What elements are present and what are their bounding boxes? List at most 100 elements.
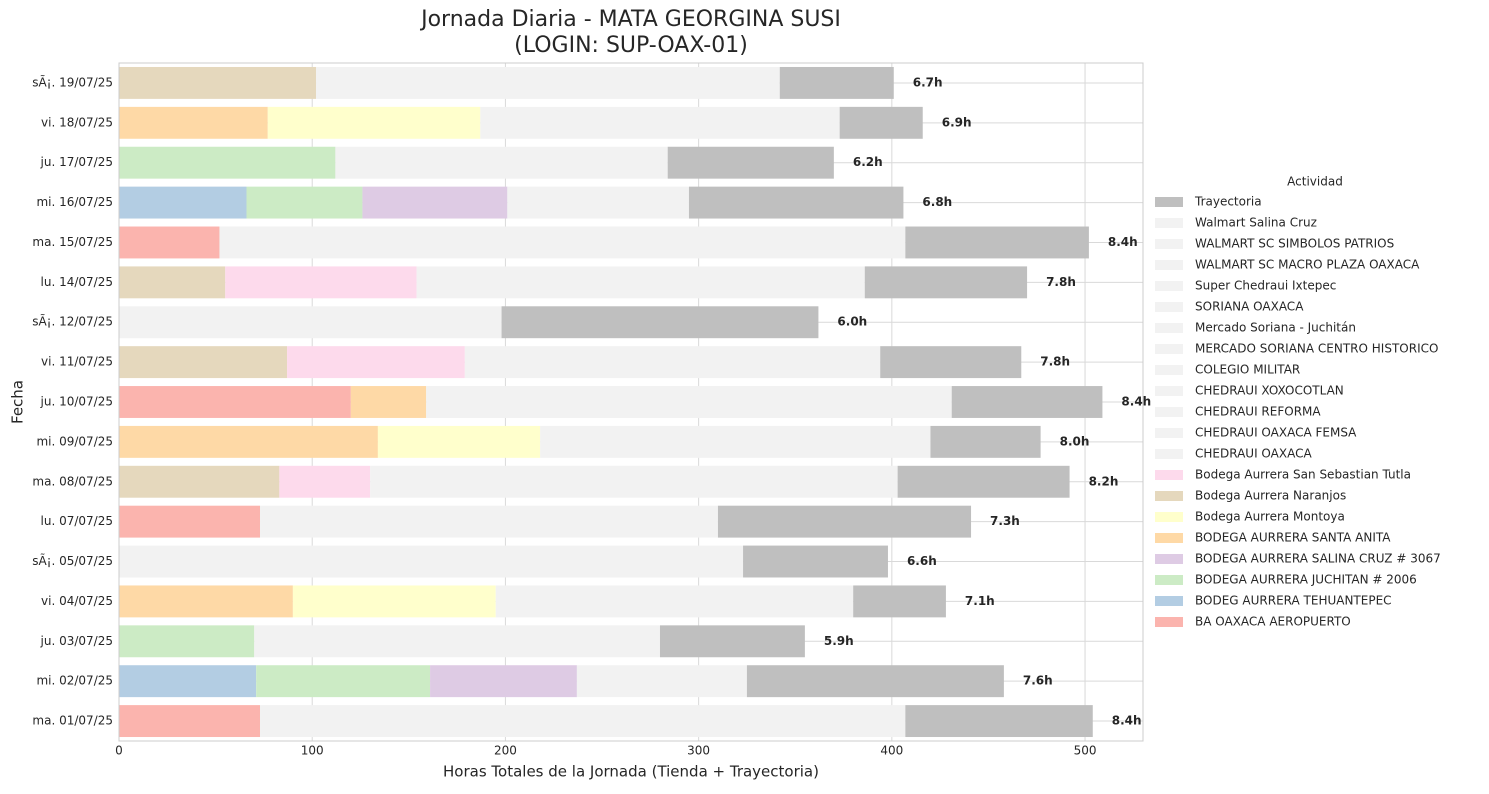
y-tick-label: sÃ¡. 19/07/25	[32, 74, 113, 89]
bar-segment	[905, 705, 1093, 738]
y-tick-label: lu. 14/07/25	[41, 275, 113, 289]
total-label: 5.9h	[824, 634, 854, 648]
y-tick-label: ma. 08/07/25	[32, 474, 113, 488]
legend-swatch	[1155, 512, 1183, 522]
bar-segment	[370, 465, 898, 498]
total-label: 6.9h	[942, 115, 972, 129]
bar-segment	[688, 186, 904, 219]
bar-segment	[119, 585, 293, 618]
bar-segment	[260, 705, 906, 738]
bar-segment	[426, 386, 952, 418]
bar-segment	[119, 625, 255, 658]
bar-segment	[362, 186, 508, 219]
bar-segment	[430, 665, 577, 698]
legend-label: Bodega Aurrera Naranjos	[1195, 489, 1346, 503]
x-tick-label: 300	[687, 744, 710, 758]
bar-segment	[119, 545, 744, 578]
y-tick-label: mi. 09/07/25	[36, 434, 113, 448]
chart-title: (LOGIN: SUP-OAX-01)	[514, 33, 748, 58]
bar-segment	[119, 346, 288, 379]
total-label: 7.8h	[1040, 355, 1070, 369]
legend-label: Mercado Soriana - Juchitán	[1195, 321, 1356, 335]
total-label: 6.7h	[913, 75, 943, 89]
bar-segment	[480, 106, 840, 139]
bar-segment	[905, 226, 1089, 259]
bar-segment	[119, 465, 280, 498]
bar-segment	[880, 346, 1022, 379]
total-label: 8.4h	[1108, 235, 1138, 249]
legend-label: WALMART SC SIMBOLOS PATRIOS	[1195, 237, 1394, 251]
legend-swatch	[1155, 302, 1183, 312]
legend-swatch	[1155, 428, 1183, 438]
legend-swatch	[1155, 449, 1183, 459]
legend-label: CHEDRAUI OAXACA FEMSA	[1195, 426, 1357, 440]
total-label: 8.4h	[1112, 714, 1142, 728]
legend-label: BODEGA AURRERA JUCHITAN # 2006	[1195, 573, 1417, 587]
bar-segment	[839, 106, 923, 139]
y-tick-label: sÃ¡. 05/07/25	[32, 553, 113, 568]
bar-segment	[930, 425, 1041, 458]
legend-label: CHEDRAUI XOXOCOTLAN	[1195, 384, 1344, 398]
total-label: 6.0h	[837, 315, 867, 329]
y-tick-label: lu. 07/07/25	[41, 514, 113, 528]
legend-swatch	[1155, 596, 1183, 606]
bar-segment	[119, 665, 257, 698]
bar-segment	[260, 505, 718, 538]
bar-segment	[267, 106, 481, 139]
bar-segment	[292, 585, 496, 618]
bar-segment	[853, 585, 946, 618]
legend-swatch	[1155, 386, 1183, 396]
bar-segment	[540, 425, 931, 458]
legend-label: COLEGIO MILITAR	[1195, 363, 1300, 377]
y-tick-label: ma. 15/07/25	[32, 235, 113, 249]
y-tick-label: vi. 11/07/25	[41, 355, 113, 369]
legend-label: Trayectoria	[1194, 195, 1262, 209]
x-tick-label: 200	[494, 744, 517, 758]
bar-segment	[464, 346, 881, 379]
total-label: 8.4h	[1121, 395, 1151, 409]
legend-label: BODEGA AURRERA SANTA ANITA	[1195, 531, 1391, 545]
bar-segment	[507, 186, 689, 219]
bar-segment	[746, 665, 1004, 698]
bar-segment	[119, 386, 351, 418]
legend-label: SORIANA OAXACA	[1195, 300, 1304, 314]
bar-segment	[119, 266, 226, 299]
y-tick-label: sÃ¡. 12/07/25	[32, 314, 113, 329]
x-tick-label: 100	[301, 744, 324, 758]
legend-label: Bodega Aurrera San Sebastian Tutla	[1195, 468, 1411, 482]
y-tick-label: ju. 10/07/25	[40, 395, 113, 409]
bar-segment	[501, 306, 819, 339]
bar-segment	[779, 66, 894, 99]
legend-label: CHEDRAUI REFORMA	[1195, 405, 1321, 419]
x-axis-label: Horas Totales de la Jornada (Tienda + Tr…	[443, 763, 819, 781]
x-tick-label: 500	[1074, 744, 1097, 758]
legend-swatch	[1155, 575, 1183, 585]
legend-label: Walmart Salina Cruz	[1195, 216, 1317, 230]
y-tick-label: ju. 17/07/25	[40, 155, 113, 169]
bar-segment	[416, 266, 865, 299]
legend-swatch	[1155, 365, 1183, 375]
bar-segment	[864, 266, 1028, 299]
legend-swatch	[1155, 218, 1183, 228]
y-axis-label: Fecha	[9, 380, 27, 424]
legend-label: WALMART SC MACRO PLAZA OAXACA	[1195, 258, 1420, 272]
y-tick-label: vi. 04/07/25	[41, 594, 113, 608]
total-label: 6.6h	[907, 554, 937, 568]
x-tick-label: 0	[115, 744, 123, 758]
legend-swatch	[1155, 197, 1183, 207]
legend-label: BODEG AURRERA TEHUANTEPEC	[1195, 594, 1392, 608]
bar-segment	[119, 186, 247, 219]
bar-segment	[576, 665, 747, 698]
bar-segment	[119, 306, 502, 339]
bar-segment	[119, 146, 336, 179]
bar-segment	[256, 665, 431, 698]
y-tick-label: mi. 02/07/25	[36, 674, 113, 688]
bar-segment	[350, 386, 427, 418]
bar-segment	[316, 66, 780, 99]
total-label: 7.6h	[1023, 674, 1053, 688]
total-label: 8.0h	[1060, 434, 1090, 448]
total-label: 7.1h	[965, 594, 995, 608]
bar-segment	[254, 625, 660, 658]
bar-segment	[219, 226, 906, 259]
